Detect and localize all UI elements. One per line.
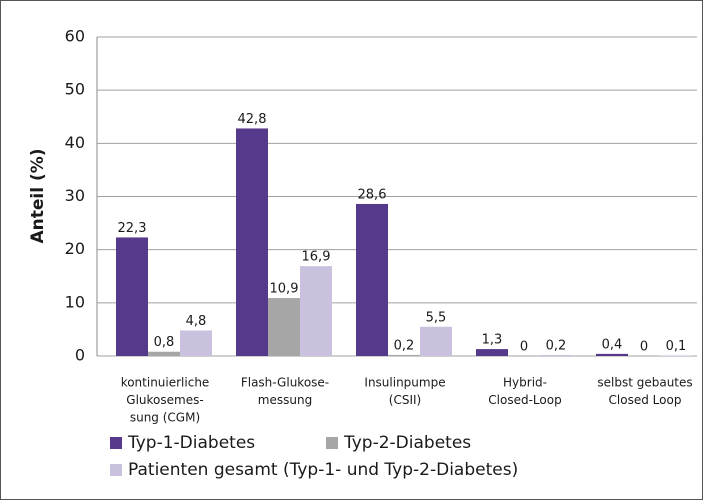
bar <box>660 355 692 356</box>
value-label: 0,8 <box>154 335 175 350</box>
bar <box>300 266 332 356</box>
value-label: 5,5 <box>426 310 447 325</box>
legend-label: Patienten gesamt (Typ-1- und Typ-2-Diabe… <box>128 460 518 480</box>
bar <box>236 128 268 356</box>
x-tick-label: messung <box>258 393 312 407</box>
y-axis-label: Anteil (%) <box>28 148 48 243</box>
legend-swatch <box>326 437 338 449</box>
bar <box>356 203 388 356</box>
y-tick-label: 0 <box>75 346 85 365</box>
bar <box>148 351 180 356</box>
bar <box>116 237 148 356</box>
x-tick-label: Closed-Loop <box>488 393 561 407</box>
x-tick-label: Insulinpumpe <box>364 376 445 390</box>
value-label: 0,2 <box>546 338 567 353</box>
bar <box>476 349 508 356</box>
x-tick-label: Flash-Glukose- <box>241 376 329 390</box>
value-label: 10,9 <box>270 282 299 297</box>
value-label: 1,3 <box>482 333 503 348</box>
bar <box>180 330 212 356</box>
legend-label: Typ-1-Diabetes <box>127 433 255 453</box>
x-tick-label: Hybrid- <box>503 376 547 390</box>
value-label: 0,4 <box>602 337 623 352</box>
legend-swatch <box>110 464 122 476</box>
value-label: 0,1 <box>666 339 687 354</box>
value-label: 0 <box>640 340 648 355</box>
x-tick-label: kontinuierliche <box>121 376 210 390</box>
x-tick-label: selbst gebautes <box>597 376 692 390</box>
y-tick-label: 30 <box>65 186 85 205</box>
x-tick-label: sung (CGM) <box>130 411 200 425</box>
y-tick-label: 50 <box>65 80 85 99</box>
y-tick-label: 60 <box>65 27 85 46</box>
bar <box>596 353 628 356</box>
y-tick-label: 20 <box>65 239 85 258</box>
y-tick-label: 10 <box>65 292 85 311</box>
value-label: 22,3 <box>118 221 147 236</box>
y-tick-label: 40 <box>65 133 85 152</box>
x-tick-label: Closed Loop <box>609 393 682 407</box>
bar <box>268 298 300 356</box>
value-label: 4,8 <box>186 314 207 329</box>
value-label: 42,8 <box>238 112 267 127</box>
value-label: 28,6 <box>358 187 387 202</box>
value-label: 0 <box>520 340 528 355</box>
value-label: 0,2 <box>394 338 415 353</box>
legend-swatch <box>110 437 122 449</box>
x-tick-label: (CSII) <box>389 393 421 407</box>
x-tick-label: Glukosemes- <box>126 393 203 407</box>
bar <box>540 354 572 356</box>
legend-label: Typ-2-Diabetes <box>343 433 471 453</box>
bar <box>388 354 420 356</box>
bar <box>420 326 452 356</box>
value-label: 16,9 <box>302 250 331 265</box>
